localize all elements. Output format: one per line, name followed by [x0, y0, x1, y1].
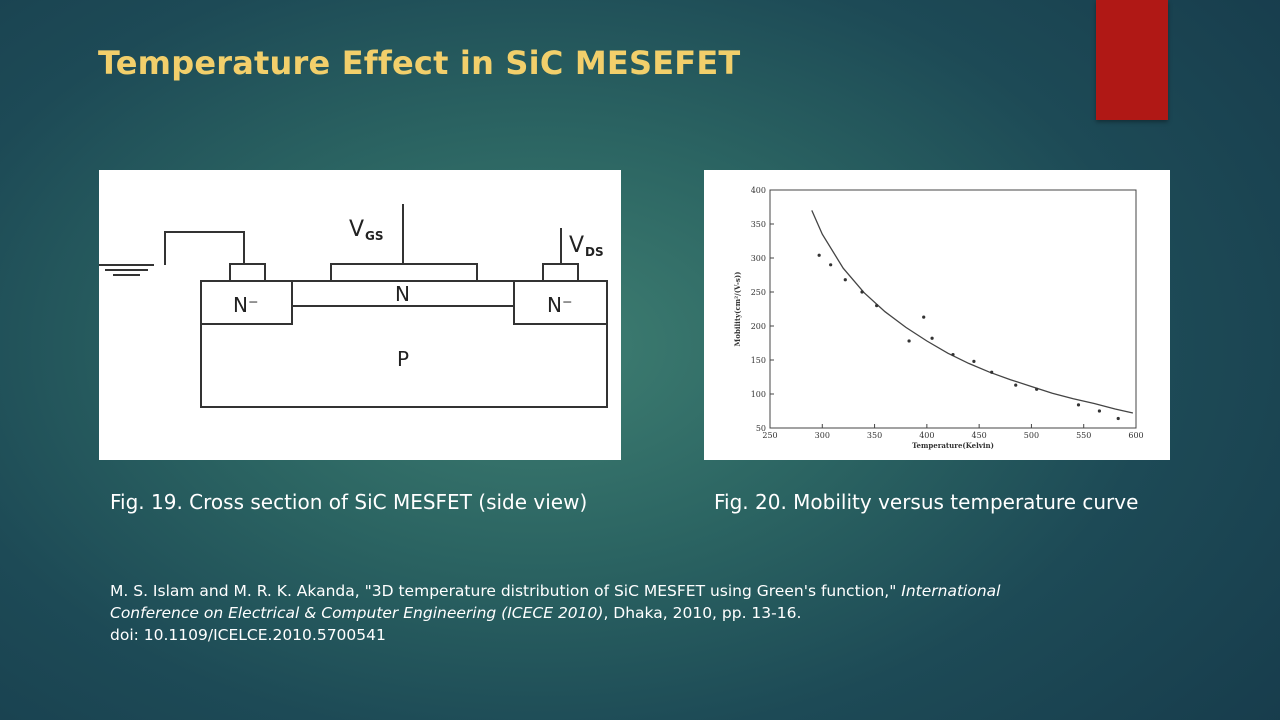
x-tick-label: 500	[1024, 431, 1039, 440]
scatter-point	[1116, 416, 1120, 421]
y-axis-ticks: 50 100 150 200 250 300 350 400	[751, 186, 774, 433]
scatter-point	[1097, 409, 1101, 413]
gate-contact	[330, 263, 478, 282]
x-tick-label: 300	[815, 431, 830, 440]
vds-label-sub: DS	[585, 245, 604, 259]
x-axis-ticks: 250 300 350 400 450 500 550 600	[762, 424, 1144, 440]
figure-20-caption: Fig. 20. Mobility versus temperature cur…	[714, 490, 1139, 514]
scatter-point	[1076, 403, 1081, 407]
fit-curve-line	[811, 210, 1134, 414]
scatter-point	[829, 263, 833, 267]
figure-19-caption: Fig. 19. Cross section of SiC MESFET (si…	[110, 490, 588, 514]
ground-wire	[164, 231, 245, 265]
y-tick-label: 350	[751, 220, 766, 229]
y-tick-label: 400	[751, 186, 766, 195]
n-minus-left-label: N⁻	[233, 293, 259, 317]
citation-venue: Conference on Electrical & Computer Engi…	[110, 604, 604, 622]
left-contact-pad	[229, 263, 266, 282]
citation-authors-title: M. S. Islam and M. R. K. Akanda, "3D tem…	[110, 582, 902, 600]
n-minus-right-region	[513, 280, 608, 325]
citation-line-1: M. S. Islam and M. R. K. Akanda, "3D tem…	[110, 580, 1170, 602]
mesfet-cross-section-figure: V GS V DS N⁻ N N⁻ P	[99, 170, 621, 460]
vgs-label-sub: GS	[365, 229, 384, 243]
plot-frame	[769, 189, 1137, 429]
y-tick-label: 250	[751, 288, 766, 297]
x-tick-label: 550	[1076, 431, 1091, 440]
x-tick-label: 400	[919, 431, 934, 440]
scatter-point	[907, 339, 911, 343]
scatter-point	[1014, 383, 1018, 387]
scatter-point	[922, 315, 926, 319]
p-region-label: P	[397, 347, 409, 371]
x-axis-label: Temperature(Kelvin)	[912, 441, 994, 450]
scatter-points	[817, 253, 1120, 421]
scatter-point	[1035, 387, 1039, 391]
right-contact-pad	[542, 263, 579, 282]
citation: M. S. Islam and M. R. K. Akanda, "3D tem…	[110, 580, 1170, 646]
x-tick-label: 350	[867, 431, 882, 440]
citation-doi: doi: 10.1109/ICELCE.2010.5700541	[110, 626, 386, 644]
scatter-point	[843, 278, 847, 282]
p-substrate	[200, 324, 608, 408]
y-tick-label: 100	[751, 390, 766, 399]
n-minus-right-label: N⁻	[547, 293, 573, 317]
x-tick-label: 450	[972, 431, 987, 440]
vds-label-main: V	[569, 233, 584, 258]
scatter-point	[930, 336, 934, 340]
citation-venue-start: International	[901, 582, 1001, 600]
scatter-point	[817, 253, 821, 257]
scatter-point	[860, 290, 864, 294]
x-tick-label: 250	[762, 431, 777, 440]
y-tick-label: 200	[751, 322, 766, 331]
mobility-chart: 250 300 350 400 450 500 550 600 50 100 150 200 250 3…	[733, 186, 1144, 450]
mesfet-diagram: V GS V DS N⁻ N N⁻ P	[99, 204, 608, 408]
n-center-label: N	[395, 282, 410, 306]
scatter-point	[990, 370, 994, 374]
y-tick-label: 300	[751, 254, 766, 263]
n-minus-left-region	[200, 280, 293, 325]
scatter-point	[972, 359, 976, 363]
scatter-point	[951, 352, 955, 357]
y-axis-label: Mobility(cm²/(V-s))	[733, 272, 742, 347]
scatter-point	[875, 304, 879, 308]
y-tick-label: 150	[751, 356, 766, 365]
mobility-chart-figure: 250 300 350 400 450 500 550 600 50 100 150 200 250 3…	[704, 170, 1170, 460]
y-tick-label: 50	[756, 424, 766, 433]
citation-location-pages: , Dhaka, 2010, pp. 13-16.	[603, 604, 802, 622]
x-tick-label: 600	[1128, 431, 1143, 440]
vgs-label-main: V	[349, 217, 364, 242]
accent-bar	[1096, 0, 1168, 120]
citation-line-2: Conference on Electrical & Computer Engi…	[110, 602, 1170, 624]
slide-title: Temperature Effect in SiC MESEFET	[98, 44, 741, 82]
